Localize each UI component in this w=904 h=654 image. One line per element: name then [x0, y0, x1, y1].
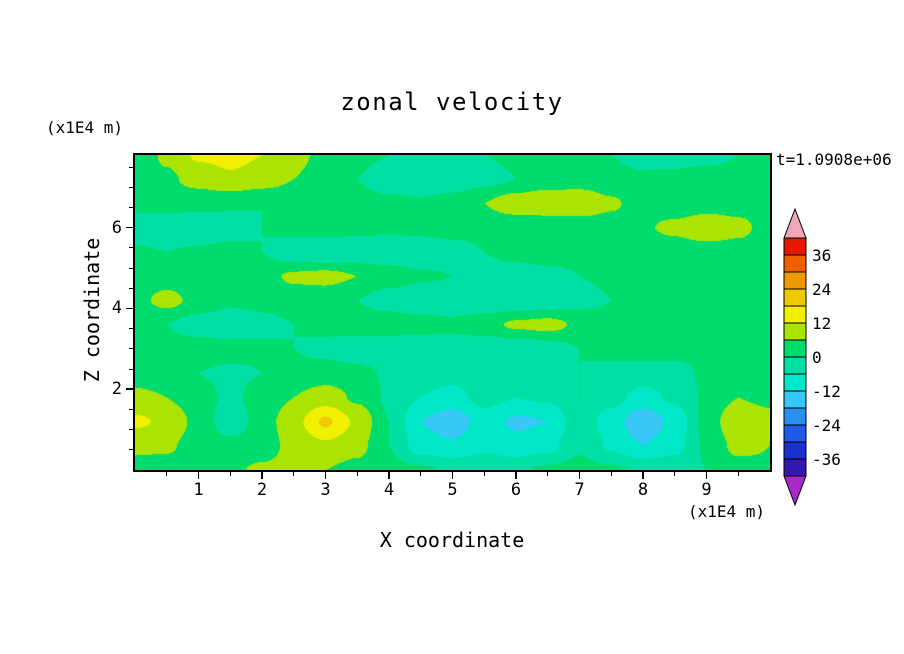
colorbar-band [783, 390, 807, 409]
y-tick-label: 2 [111, 379, 122, 400]
x-major-tick [261, 472, 263, 479]
y-major-tick [126, 226, 133, 229]
colorbar-band [783, 356, 807, 375]
x-major-tick [515, 472, 517, 479]
y-minor-tick [129, 408, 133, 410]
colorbar-band [783, 322, 807, 341]
colorbar-top-arrow [783, 208, 807, 239]
time-annotation: t=1.0908e+06 [776, 150, 892, 169]
y-axis-unit-label: (x1E4 m) [46, 118, 124, 137]
x-major-tick [578, 472, 581, 479]
y-minor-tick [129, 328, 133, 330]
x-minor-tick [420, 472, 422, 476]
x-tick-label: 1 [193, 480, 204, 500]
y-minor-tick [129, 267, 133, 269]
x-minor-tick [737, 472, 739, 476]
x-minor-tick [293, 472, 295, 476]
x-major-tick [642, 472, 644, 479]
x-minor-tick [674, 472, 676, 476]
colorbar [783, 208, 807, 507]
y-tick-label: 4 [111, 298, 122, 319]
y-minor-tick [129, 368, 133, 370]
colorbar-tick-label: -24 [812, 416, 841, 435]
chart-title: zonal velocity [340, 88, 564, 116]
x-tick-label: 4 [383, 480, 395, 500]
colorbar-band [783, 407, 807, 426]
colorbar-band [783, 288, 807, 307]
colorbar-band [783, 424, 807, 443]
x-tick-label: 2 [256, 480, 268, 500]
colorbar-tick-label: -12 [812, 382, 841, 401]
colorbar-tick-label: 12 [812, 314, 832, 333]
y-minor-tick [129, 207, 133, 208]
contour-field-canvas [135, 155, 770, 470]
y-minor-tick [129, 348, 133, 350]
x-minor-tick [166, 472, 168, 476]
colorbar-band [783, 373, 807, 392]
x-major-tick [197, 472, 200, 479]
x-minor-tick [356, 472, 358, 476]
x-minor-tick [547, 472, 549, 476]
y-minor-tick [129, 429, 133, 431]
colorbar-tick-label: 36 [812, 246, 832, 265]
y-minor-tick [129, 287, 133, 289]
x-major-tick [451, 472, 454, 479]
x-minor-tick [229, 472, 231, 476]
colorbar-band [783, 441, 807, 460]
x-major-tick [705, 472, 708, 479]
x-tick-label: 5 [447, 480, 458, 500]
y-major-tick [126, 307, 133, 310]
y-tick-label: 6 [111, 217, 122, 238]
x-minor-tick [483, 472, 485, 476]
colorbar-tick-label: -36 [812, 450, 841, 469]
colorbar-band [783, 237, 807, 256]
y-minor-tick [129, 186, 133, 188]
y-minor-tick [129, 449, 133, 451]
x-tick-label: 9 [701, 480, 712, 500]
x-tick-label: 6 [510, 480, 522, 500]
colorbar-band [783, 254, 807, 273]
y-minor-tick [129, 247, 133, 249]
colorbar-band [783, 339, 807, 358]
x-major-tick [388, 472, 390, 479]
colorbar-band [783, 305, 807, 324]
colorbar-tick-label: 24 [812, 280, 832, 299]
x-minor-tick [610, 472, 612, 476]
x-tick-label: 7 [574, 480, 585, 500]
x-axis-title: X coordinate [379, 528, 525, 552]
y-major-tick [126, 388, 133, 390]
x-major-tick [324, 472, 327, 479]
x-tick-label: 8 [637, 480, 649, 500]
colorbar-band [783, 271, 807, 290]
colorbar-band [783, 458, 807, 477]
colorbar-tick-label: 0 [812, 348, 822, 367]
x-tick-label: 3 [320, 480, 331, 500]
colorbar-bottom-arrow [783, 475, 807, 507]
y-minor-tick [129, 166, 133, 168]
x-axis-unit-label: (x1E4 m) [688, 502, 766, 521]
